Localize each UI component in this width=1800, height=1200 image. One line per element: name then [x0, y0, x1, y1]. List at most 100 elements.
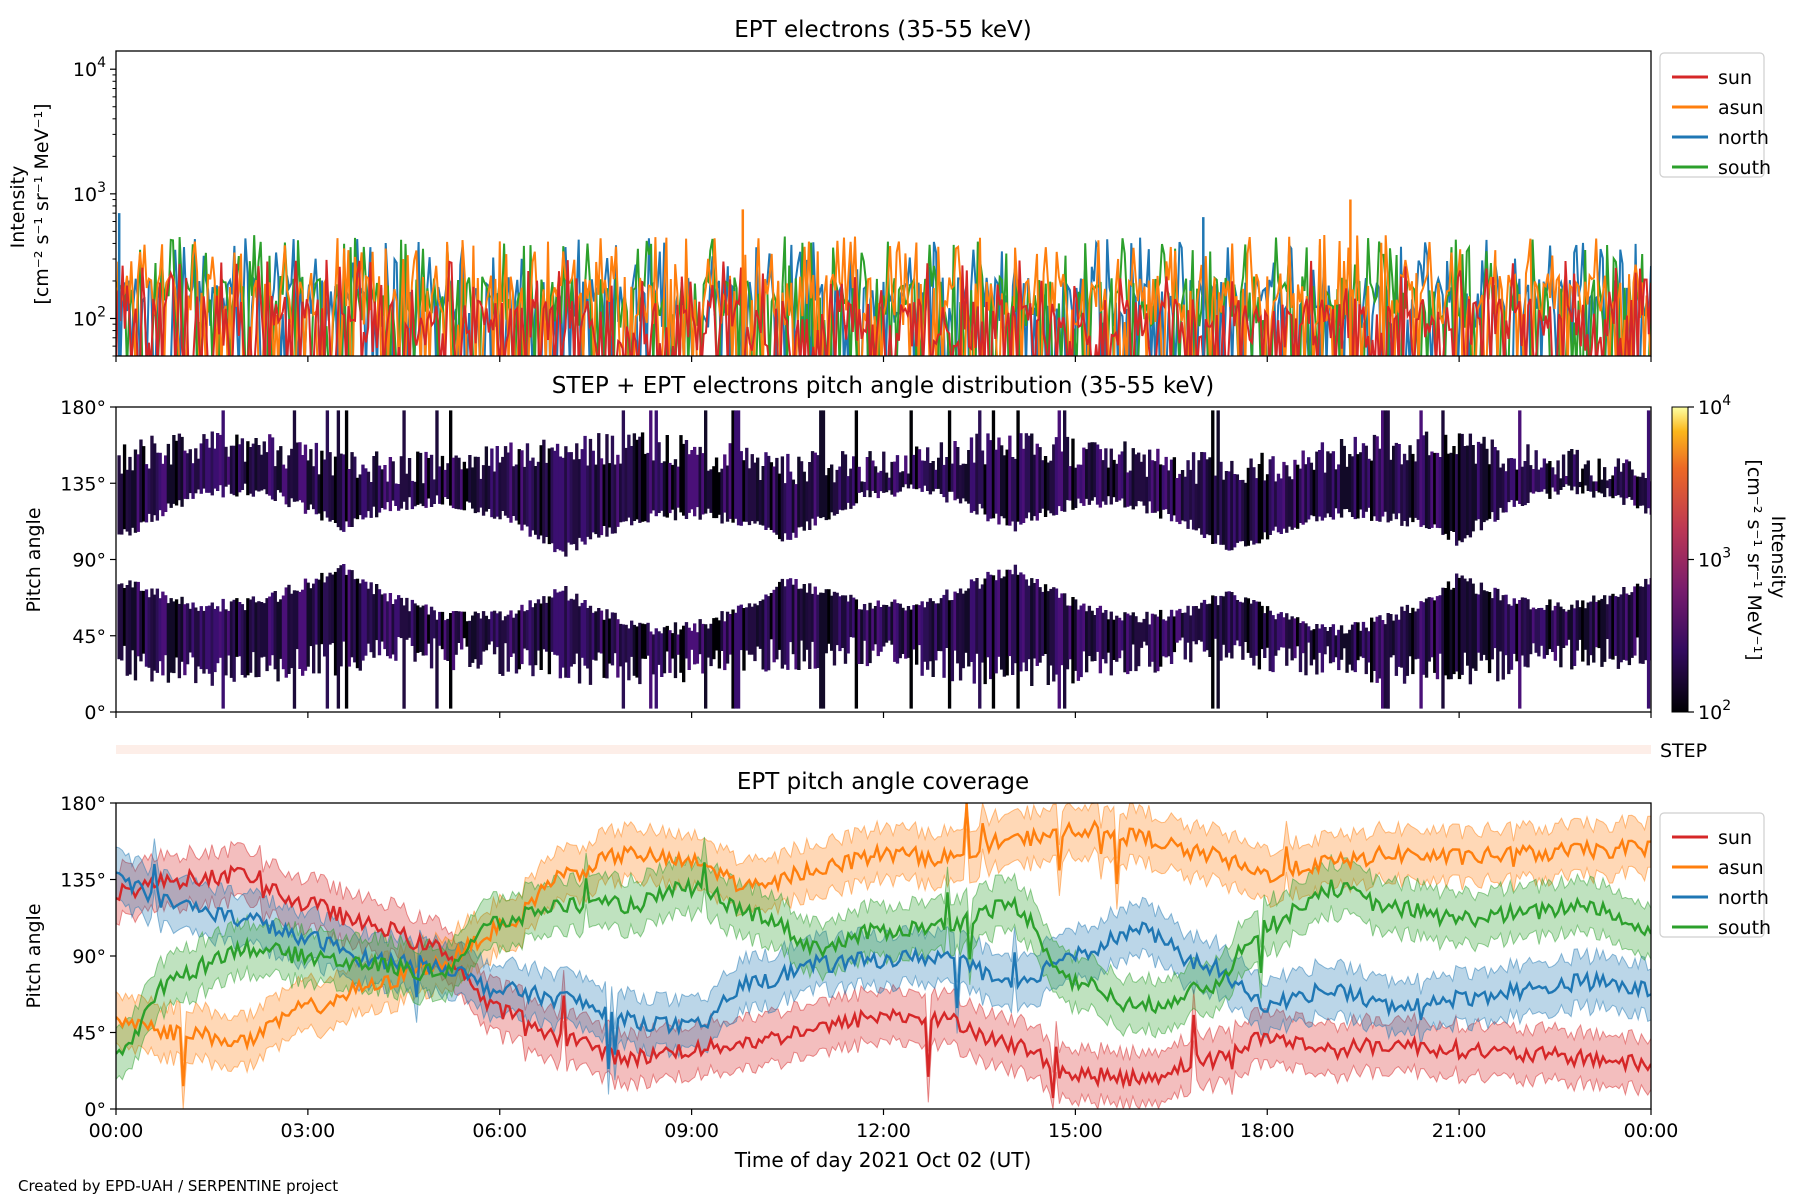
heatmap-cell	[1603, 467, 1607, 498]
heatmap-cell	[1381, 620, 1385, 709]
heatmap-cell	[155, 452, 160, 521]
heatmap-cell	[397, 484, 401, 511]
heatmap-cell	[1287, 619, 1292, 649]
heatmap-cell	[799, 461, 804, 527]
heatmap-cell	[1027, 585, 1031, 660]
intensity-panel: EPT electrons (35-55 keV) 102 103 104 Inte…	[7, 17, 1771, 362]
heatmap-cell	[421, 483, 425, 507]
heatmap-cell	[1315, 451, 1319, 522]
heatmap-cell	[1126, 472, 1130, 507]
heatmap-cell	[906, 473, 911, 489]
heatmap-cell	[673, 622, 678, 679]
heatmap-cell	[799, 588, 804, 641]
heatmap-cell	[827, 468, 831, 520]
heatmap-cell	[284, 468, 288, 505]
heatmap-cell	[583, 600, 587, 666]
legend-label-asun: asun	[1718, 857, 1764, 879]
heatmap-cell	[1230, 592, 1234, 659]
heatmap-cell	[1589, 475, 1593, 492]
heatmap-cell	[358, 474, 362, 516]
heatmap-cell	[1605, 480, 1610, 489]
heatmap-cell	[980, 584, 985, 663]
heatmap-cell	[232, 599, 236, 682]
heatmap-cell	[490, 448, 494, 518]
heatmap-cell	[221, 410, 225, 498]
heatmap-cell	[1498, 467, 1503, 508]
heatmap-cell	[926, 447, 930, 491]
heatmap-cell	[1625, 459, 1629, 499]
heatmap-cell	[180, 596, 184, 662]
heatmap-cell	[1416, 439, 1420, 520]
heatmap-cell	[1008, 435, 1012, 526]
heatmap-cell	[492, 471, 497, 519]
heatmap-cell	[816, 455, 820, 517]
heatmap-cell	[1496, 450, 1500, 520]
heatmap-cell	[1567, 609, 1571, 640]
heatmap-cell	[580, 449, 584, 542]
heatmap-cell	[1312, 629, 1316, 660]
heatmap-cell	[1071, 597, 1075, 684]
heatmap-cell	[662, 461, 667, 517]
heatmap-cell	[1202, 599, 1207, 652]
heatmap-cell	[1359, 630, 1363, 657]
heatmap-cell	[1518, 600, 1522, 709]
heatmap-cell	[1038, 447, 1042, 513]
heatmap-cell	[1265, 606, 1270, 648]
heatmap-cell	[1312, 469, 1316, 517]
heatmap-cell	[183, 450, 187, 499]
heatmap-cell	[786, 453, 790, 540]
heatmap-cell	[547, 448, 552, 545]
heatmap-cell	[764, 594, 768, 672]
heatmap-cell	[909, 609, 913, 709]
heatmap-cell	[1627, 461, 1632, 497]
heatmap-cell	[205, 606, 209, 670]
heatmap-cell	[153, 443, 157, 516]
y-tick-label: 0°	[84, 702, 106, 724]
heatmap-cell	[983, 464, 987, 515]
heatmap-cell	[1545, 463, 1549, 494]
heatmap-cell	[660, 633, 664, 677]
heatmap-cell	[788, 471, 793, 540]
heatmap-cell	[767, 596, 771, 671]
heatmap-cell	[1079, 605, 1083, 678]
heatmap-cell	[199, 606, 203, 670]
heatmap-cell	[1616, 458, 1621, 496]
heatmap-cell	[1496, 588, 1500, 682]
heatmap-cell	[257, 601, 261, 677]
heatmap-cell	[1104, 610, 1108, 664]
heatmap-cell	[1433, 452, 1437, 525]
heatmap-cell	[1424, 431, 1429, 529]
heatmap-cell	[624, 624, 628, 663]
heatmap-cell	[150, 588, 154, 682]
heatmap-cell	[630, 620, 634, 657]
heatmap-cell	[1260, 452, 1264, 540]
heatmap-cell	[742, 460, 746, 522]
heatmap-cell	[731, 410, 735, 523]
x-tick-label: 03:00	[280, 1120, 335, 1142]
heatmap-cell	[1128, 615, 1133, 672]
heatmap-cell	[248, 599, 253, 673]
heatmap-cell	[1575, 600, 1579, 651]
heatmap-cell	[1446, 581, 1451, 680]
heatmap-cell	[690, 450, 694, 510]
heatmap-cell	[180, 436, 184, 507]
heatmap-cell	[476, 613, 480, 669]
heatmap-cell	[835, 592, 839, 646]
heatmap-cell	[1134, 616, 1138, 672]
heatmap-cell	[1594, 601, 1599, 648]
heatmap-cell	[191, 602, 195, 658]
heatmap-cell	[599, 458, 604, 536]
heatmap-cell	[1095, 608, 1100, 652]
heatmap-cell	[1646, 410, 1651, 509]
heatmap-cell	[972, 462, 976, 512]
heatmap-cell	[1216, 605, 1220, 709]
heatmap-cell	[1449, 589, 1453, 680]
heatmap-cell	[479, 478, 483, 508]
heatmap-cell	[279, 599, 283, 659]
panel3-legend: sun asun north south	[1659, 812, 1771, 939]
heatmap-cell	[1074, 467, 1078, 509]
heatmap-cell	[1479, 443, 1484, 531]
series-north-line	[116, 863, 1651, 1070]
heatmap-cell	[808, 462, 812, 530]
heatmap-cell	[950, 463, 955, 492]
